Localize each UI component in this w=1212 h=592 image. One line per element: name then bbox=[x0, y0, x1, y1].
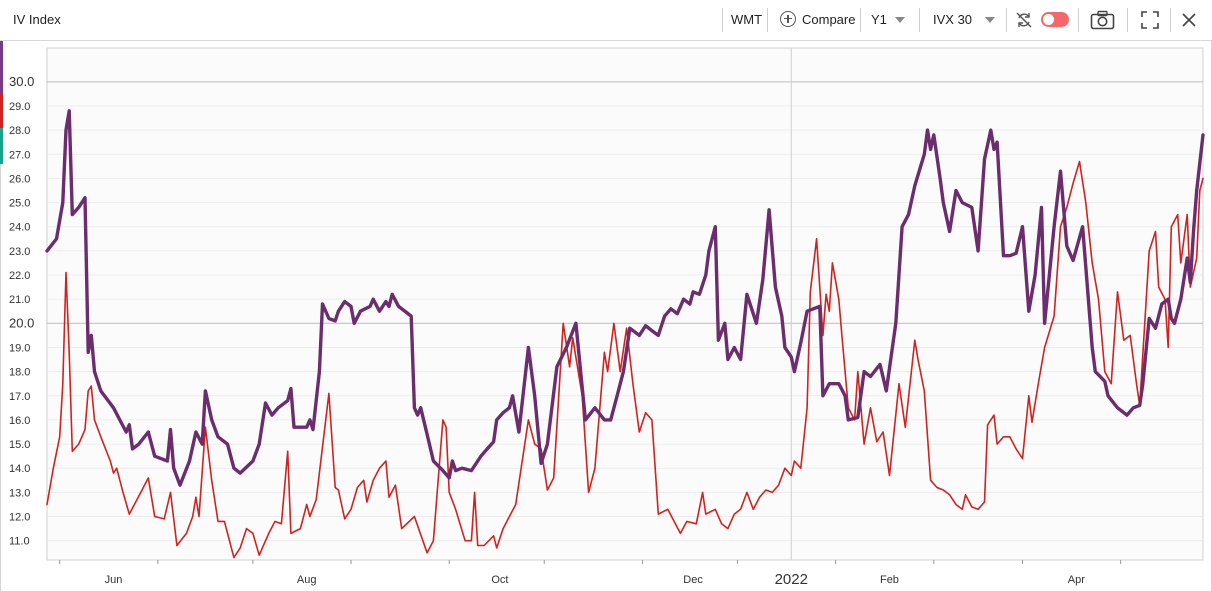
close-icon[interactable] bbox=[1181, 12, 1197, 28]
y-tick-label: 20.0 bbox=[9, 315, 34, 330]
y-tick-label: 23.0 bbox=[9, 246, 30, 258]
y-tick-label: 29.0 bbox=[9, 101, 30, 113]
y-tick-label: 22.0 bbox=[9, 270, 30, 282]
toolbar-separator bbox=[767, 8, 768, 32]
toolbar-separator bbox=[722, 8, 723, 32]
x-tick-label: 2022 bbox=[775, 571, 808, 588]
ticker-button[interactable]: WMT bbox=[731, 12, 763, 27]
chart-title: IV Index bbox=[13, 12, 61, 27]
toolbar-separator bbox=[919, 8, 920, 32]
sync-off-icon[interactable] bbox=[1015, 11, 1033, 29]
chevron-down-icon[interactable] bbox=[895, 17, 905, 23]
y-tick-label: 13.0 bbox=[9, 487, 30, 499]
y-tick-label: 14.0 bbox=[9, 463, 30, 475]
toolbar-separator bbox=[1127, 8, 1128, 32]
plus-circle-icon[interactable] bbox=[780, 11, 796, 27]
chevron-down-icon[interactable] bbox=[985, 17, 995, 23]
y-tick-label: 26.0 bbox=[9, 173, 30, 185]
x-tick-label: Dec bbox=[683, 574, 703, 586]
measure-select[interactable]: IVX 30 bbox=[933, 12, 973, 27]
compare-button[interactable]: Compare bbox=[802, 12, 856, 27]
toolbar-separator bbox=[1170, 8, 1171, 32]
y-tick-label: 25.0 bbox=[9, 198, 30, 210]
x-tick-label: Feb bbox=[880, 574, 899, 586]
fullscreen-icon[interactable] bbox=[1141, 11, 1159, 29]
y-tick-label: 21.0 bbox=[9, 294, 30, 306]
x-tick-label: Aug bbox=[297, 574, 317, 586]
series-line-secondary[interactable] bbox=[46, 160, 1204, 559]
toolbar: IV Index WMT Compare Y1 IVX 30 bbox=[0, 0, 1212, 41]
toolbar-separator bbox=[1078, 8, 1079, 32]
y-tick-label: 12.0 bbox=[9, 512, 30, 524]
period-select[interactable]: Y1 bbox=[871, 12, 887, 27]
y-tick-label: 15.0 bbox=[9, 439, 30, 451]
y-tick-label: 17.0 bbox=[9, 391, 30, 403]
x-tick-label: Apr bbox=[1068, 574, 1085, 586]
toolbar-separator bbox=[1006, 8, 1007, 32]
series-accent-bar bbox=[0, 41, 3, 93]
camera-icon[interactable] bbox=[1090, 10, 1116, 30]
series-line-primary[interactable] bbox=[45, 109, 1205, 487]
y-tick-label: 24.0 bbox=[9, 222, 30, 234]
y-tick-label: 28.0 bbox=[9, 125, 30, 137]
series-accent-bar bbox=[0, 128, 3, 164]
y-tick-label: 27.0 bbox=[9, 149, 30, 161]
y-tick-label: 16.0 bbox=[9, 415, 30, 427]
toolbar-separator bbox=[860, 8, 861, 32]
x-tick-label: Jun bbox=[105, 574, 123, 586]
series-accent-bar bbox=[0, 93, 3, 128]
y-tick-label: 30.0 bbox=[9, 74, 34, 89]
y-tick-label: 18.0 bbox=[9, 367, 30, 379]
y-tick-label: 11.0 bbox=[9, 536, 30, 548]
y-tick-label: 19.0 bbox=[9, 342, 30, 354]
x-tick-label: Oct bbox=[491, 574, 508, 586]
overlay-toggle[interactable] bbox=[1041, 12, 1069, 27]
